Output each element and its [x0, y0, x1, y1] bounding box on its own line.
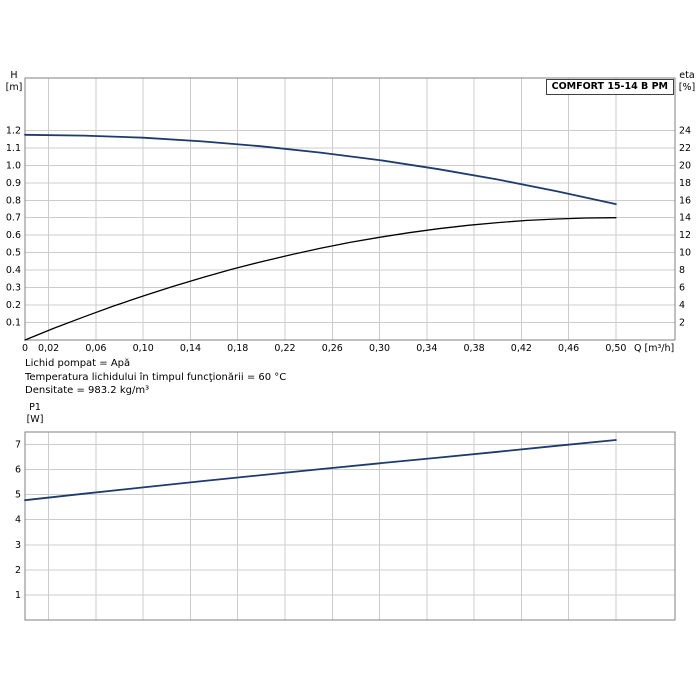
svg-text:1.0: 1.0 [6, 160, 21, 171]
pump-model-box: COMFORT 15-14 B PM [545, 79, 674, 95]
svg-text:16: 16 [679, 195, 691, 206]
svg-text:22: 22 [679, 143, 691, 154]
svg-text:0: 0 [22, 343, 28, 354]
svg-text:0,18: 0,18 [227, 343, 248, 354]
svg-text:0.6: 0.6 [6, 230, 21, 241]
svg-text:0,06: 0,06 [85, 343, 106, 354]
svg-text:18: 18 [679, 178, 691, 189]
svg-text:5: 5 [15, 490, 21, 501]
liquid-info-block: Lichid pompat = Apă Temperatura lichidul… [25, 357, 286, 398]
svg-text:0,26: 0,26 [322, 343, 343, 354]
svg-text:3: 3 [15, 540, 21, 551]
eta-axis-label: eta [%] [674, 70, 700, 94]
svg-text:0.9: 0.9 [6, 178, 21, 189]
liquid-temperature-line: Temperatura lichidului în timpul funcţio… [25, 371, 287, 383]
svg-text:0.3: 0.3 [6, 283, 21, 294]
pumped-liquid-line: Lichid pompat = Apă [25, 358, 131, 369]
svg-text:0,38: 0,38 [464, 343, 485, 354]
svg-text:4: 4 [15, 515, 21, 526]
svg-text:1.2: 1.2 [6, 125, 21, 136]
svg-text:1.1: 1.1 [6, 143, 21, 154]
svg-text:1: 1 [15, 590, 21, 601]
h-axis-unit: [m] [5, 82, 23, 93]
svg-text:0,22: 0,22 [274, 343, 295, 354]
svg-text:0.8: 0.8 [6, 195, 21, 206]
svg-text:2: 2 [15, 565, 21, 576]
h-axis-label: H [m] [1, 70, 27, 94]
svg-text:0.4: 0.4 [6, 265, 21, 276]
p1-axis-unit: [W] [26, 414, 44, 425]
svg-text:0.5: 0.5 [6, 248, 21, 259]
density-line: Densitate = 983.2 kg/m³ [25, 385, 150, 396]
p1-axis-label: P1 [W] [20, 402, 50, 426]
svg-text:0,34: 0,34 [416, 343, 437, 354]
svg-text:20: 20 [679, 160, 691, 171]
svg-text:0,14: 0,14 [180, 343, 201, 354]
eta-axis-symbol: eta [679, 70, 695, 81]
p1-axis-symbol: P1 [29, 402, 41, 413]
svg-text:0,02: 0,02 [38, 343, 59, 354]
svg-text:0.7: 0.7 [6, 213, 21, 224]
svg-text:0,50: 0,50 [605, 343, 626, 354]
svg-text:14: 14 [679, 213, 691, 224]
svg-text:10: 10 [679, 248, 691, 259]
svg-text:6: 6 [15, 465, 21, 476]
svg-text:0,46: 0,46 [558, 343, 579, 354]
svg-text:6: 6 [679, 283, 685, 294]
svg-text:0.1: 0.1 [6, 318, 21, 329]
svg-text:24: 24 [679, 125, 691, 136]
q-axis-label: Q [m³/h] [634, 343, 675, 354]
svg-text:8: 8 [679, 265, 685, 276]
svg-text:0.2: 0.2 [6, 300, 21, 311]
svg-text:0,10: 0,10 [133, 343, 154, 354]
svg-text:12: 12 [679, 230, 691, 241]
h-axis-symbol: H [10, 70, 18, 81]
svg-text:0,30: 0,30 [369, 343, 390, 354]
svg-text:2: 2 [679, 318, 685, 329]
eta-axis-unit: [%] [678, 82, 696, 93]
svg-text:4: 4 [679, 300, 685, 311]
svg-text:7: 7 [15, 440, 21, 451]
svg-text:0,42: 0,42 [511, 343, 532, 354]
